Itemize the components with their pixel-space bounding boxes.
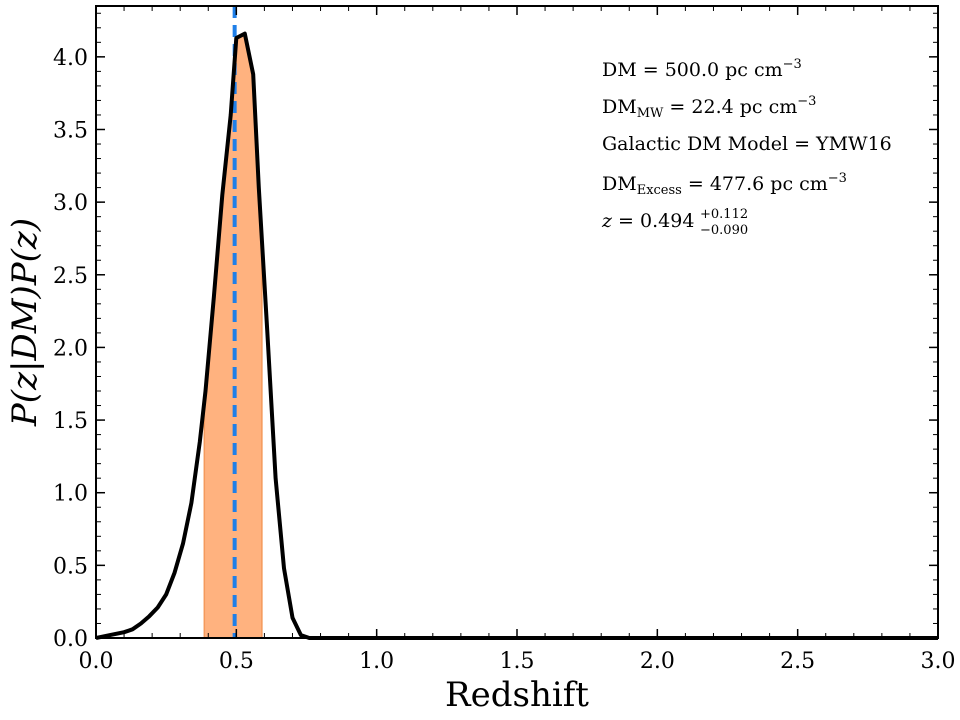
annotation-dm-value: = 500.0 pc cm [637, 59, 783, 81]
x-tick-label: 3.0 [921, 649, 956, 674]
y-tick-label: 0.0 [53, 627, 88, 652]
y-tick-label: 3.5 [53, 118, 88, 143]
annotation-dm-excess: DMExcess = 477.6 pc cm−3 [602, 171, 847, 198]
x-tick-label: 1.5 [500, 649, 535, 674]
y-tick-label: 0.5 [53, 554, 88, 579]
annotation-dm-mw: DMMW = 22.4 pc cm−3 [602, 94, 816, 121]
annotation-dm-excess-value: = 477.6 pc cm [682, 173, 828, 195]
annotation-dm-mw-value: = 22.4 pc cm [663, 96, 797, 118]
annotation-dm-excess-sup: −3 [828, 171, 847, 186]
annotation-dm-mw-lhs: DM [602, 96, 637, 118]
x-tick-label: 1.0 [359, 649, 394, 674]
annotation-z-upper: +0.112 [700, 207, 748, 222]
annotation-dm-excess-sub: Excess [637, 183, 682, 198]
annotation-dm-mw-sub: MW [637, 106, 664, 121]
x-tick-label: 0.5 [219, 649, 254, 674]
y-tick-label: 4.0 [53, 46, 88, 71]
annotation-dm-sup: −3 [783, 57, 802, 72]
tick-labels: 0.0 0.5 1.0 1.5 2.0 2.5 3.0 0.0 0.5 1.0 1.5 2.0 2.5 3… [53, 46, 956, 674]
x-tick-label: 2.5 [780, 649, 815, 674]
annotation-model: Galactic DM Model = YMW16 [602, 133, 892, 155]
y-tick-label: 3.0 [53, 191, 88, 216]
annotation-dm-mw-sup: −3 [797, 94, 816, 109]
x-tick-label: 0.0 [79, 649, 114, 674]
y-tick-label: 1.0 [53, 482, 88, 507]
y-axis-label: P(z|DM)P(z) [5, 218, 45, 427]
annotation-z-value: = 0.494 [612, 210, 694, 232]
annotation-dm-lhs: DM [602, 59, 637, 81]
plot-frame [95, 5, 939, 639]
x-tick-label: 2.0 [640, 649, 675, 674]
x-axis-label: Redshift [445, 675, 589, 715]
y-tick-label: 2.0 [53, 336, 88, 361]
annotation-z: z = 0.494 [601, 210, 694, 232]
annotation-block: DM = 500.0 pc cm−3 DMMW = 22.4 pc cm−3 G… [601, 57, 892, 238]
annotation-dm: DM = 500.0 pc cm−3 [602, 57, 802, 81]
y-tick-label: 2.5 [53, 264, 88, 289]
annotation-z-lower: −0.090 [700, 223, 748, 238]
annotation-z-lhs: z [601, 210, 613, 232]
y-tick-label: 1.5 [53, 409, 88, 434]
annotation-dm-excess-lhs: DM [602, 173, 637, 195]
